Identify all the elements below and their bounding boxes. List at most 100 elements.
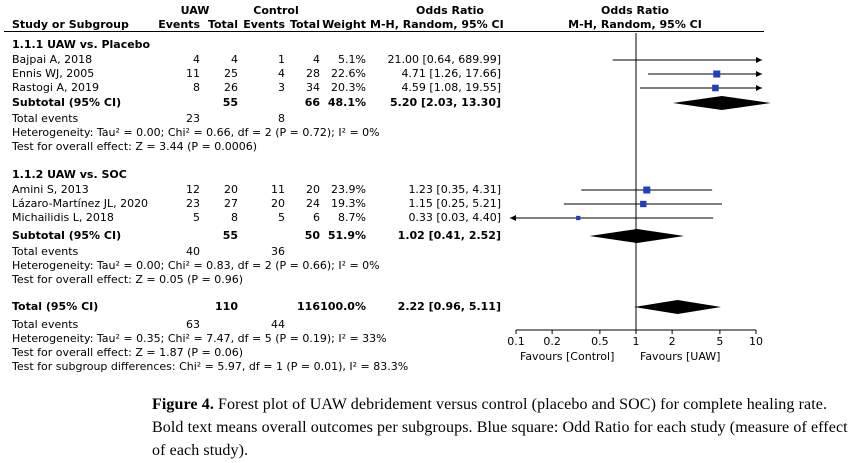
subgroup1-total-events2: 8	[278, 112, 285, 125]
total1-cell: 27	[224, 197, 238, 210]
ci-cell: 4.71 [1.26, 17.66]	[401, 67, 501, 80]
total2-cell: 28	[306, 67, 320, 80]
ci-cell: 1.23 [0.35, 4.31]	[408, 183, 501, 196]
method-header-right: M-H, Random, 95% CI	[568, 18, 702, 31]
total2-column-header: Total	[289, 18, 320, 31]
weight-column-header: Weight	[322, 18, 366, 31]
overall-ci: 2.22 [0.96, 5.11]	[397, 300, 501, 313]
x-axis-tick-label: 5	[716, 335, 723, 348]
study-odds-ratio-square	[640, 200, 647, 208]
favours-uaw-label: Favours [UAW]	[640, 350, 721, 363]
total1-cell: 4	[231, 53, 238, 66]
weight-cell: 19.3%	[331, 197, 366, 210]
events1-column-header: Events	[158, 18, 200, 31]
overall-label: Total (95% CI)	[12, 300, 99, 313]
subgroup2-total-events1: 40	[186, 245, 200, 258]
events1-cell: 5	[193, 211, 200, 224]
summary-diamond	[672, 96, 771, 110]
events2-cell: 1	[278, 53, 285, 66]
total1-column-header: Total	[207, 18, 238, 31]
events2-cell: 3	[278, 81, 285, 94]
ci-cell: 21.00 [0.64, 689.99]	[387, 53, 501, 66]
subgroup2-title: 1.1.2 UAW vs. SOC	[12, 168, 127, 181]
group2-header: Control	[253, 4, 299, 17]
study-column-header: Study or Subgroup	[12, 18, 129, 31]
subgroup1-subtotal-weight: 48.1%	[327, 96, 366, 109]
favours-control-label: Favours [Control]	[520, 350, 615, 363]
subgroup2-total-events-label: Total events	[12, 245, 79, 258]
total1-cell: 8	[231, 211, 238, 224]
total2-cell: 24	[306, 197, 320, 210]
events1-cell: 8	[193, 81, 200, 94]
forest-plot: 0.1 0.2 0.5 1 2 5 10	[507, 33, 771, 348]
events2-cell: 11	[271, 183, 285, 196]
subgroup1-subtotal-total1: 55	[222, 96, 238, 109]
total2-cell: 4	[313, 53, 320, 66]
events2-cell: 5	[278, 211, 285, 224]
weight-cell: 5.1%	[338, 53, 366, 66]
summary-diamond	[589, 229, 685, 243]
subgroup2-subtotal-ci: 1.02 [0.41, 2.52]	[397, 229, 501, 242]
subgroup-differences-test: Test for subgroup differences: Chi² = 5.…	[12, 360, 409, 373]
weight-cell: 20.3%	[331, 81, 366, 94]
weight-cell: 23.9%	[331, 183, 366, 196]
x-axis-tick-label: 1	[633, 335, 640, 348]
method-header-left: M-H, Random, 95% CI	[370, 18, 504, 31]
ci-cell: 1.15 [0.25, 5.21]	[408, 197, 501, 210]
caption-label: Figure 4.	[152, 396, 214, 413]
study-odds-ratio-square	[712, 84, 719, 92]
subgroup2-heterogeneity: Heterogeneity: Tau² = 0.00; Chi² = 0.83,…	[12, 259, 380, 272]
odds-ratio-header-left: Odds Ratio	[416, 4, 484, 17]
overall-total-events2: 44	[271, 318, 285, 331]
subgroup1-subtotal-total2: 66	[304, 96, 320, 109]
study-name: Lázaro-Martínez JL, 2020	[12, 197, 149, 210]
events2-cell: 20	[271, 197, 285, 210]
group1-header: UAW	[180, 4, 210, 17]
subgroup2-overall-effect: Test for overall effect: Z = 0.05 (P = 0…	[12, 273, 243, 286]
ci-arrow-right	[756, 85, 762, 91]
ci-arrow-right	[756, 57, 762, 63]
summary-diamond	[633, 300, 722, 314]
overall-heterogeneity: Heterogeneity: Tau² = 0.35; Chi² = 7.47,…	[12, 332, 387, 345]
subgroup1-subtotal-ci: 5.20 [2.03, 13.30]	[390, 96, 501, 109]
overall-weight: 100.0%	[320, 300, 366, 313]
caption-text: Forest plot of UAW debridement versus co…	[152, 396, 848, 459]
subgroup2-total-events2: 36	[271, 245, 285, 258]
subgroup1-total-events1: 23	[186, 112, 200, 125]
overall-total1: 110	[215, 300, 238, 313]
study-name: Rastogi A, 2019	[12, 81, 99, 94]
subgroup2-subtotal-weight: 51.9%	[327, 229, 366, 242]
total2-cell: 20	[306, 183, 320, 196]
events2-cell: 4	[278, 67, 285, 80]
subgroup1-overall-effect: Test for overall effect: Z = 3.44 (P = 0…	[12, 140, 257, 153]
weight-cell: 22.6%	[331, 67, 366, 80]
total1-cell: 26	[224, 81, 238, 94]
events1-cell: 12	[186, 183, 200, 196]
odds-ratio-header-right: Odds Ratio	[601, 4, 669, 17]
events1-cell: 23	[186, 197, 200, 210]
total2-cell: 34	[306, 81, 320, 94]
events1-cell: 4	[193, 53, 200, 66]
total1-cell: 25	[224, 67, 238, 80]
subgroup1-subtotal-label: Subtotal (95% CI)	[12, 96, 122, 109]
weight-cell: 8.7%	[338, 211, 366, 224]
subgroup2-subtotal-total2: 50	[304, 229, 320, 242]
ci-arrow-left	[510, 215, 516, 221]
events2-column-header: Events	[243, 18, 285, 31]
total2-cell: 6	[313, 211, 320, 224]
study-odds-ratio-square	[643, 186, 651, 194]
ci-cell: 0.33 [0.03, 4.40]	[408, 211, 501, 224]
overall-effect-test: Test for overall effect: Z = 1.87 (P = 0…	[12, 346, 243, 359]
header-divider	[4, 31, 764, 32]
overall-total2: 116	[297, 300, 320, 313]
overall-total-events-label: Total events	[12, 318, 79, 331]
x-axis-tick-label: 10	[749, 335, 763, 348]
subgroup2-subtotal-total1: 55	[222, 229, 238, 242]
events1-cell: 11	[186, 67, 200, 80]
figure-caption: Figure 4. Forest plot of UAW debridement…	[152, 393, 858, 462]
x-axis-tick-label: 0.1	[507, 335, 525, 348]
subgroup1-heterogeneity: Heterogeneity: Tau² = 0.00; Chi² = 0.66,…	[12, 126, 380, 139]
overall-total-events1: 63	[186, 318, 200, 331]
x-axis-tick-label: 2	[669, 335, 676, 348]
x-axis-tick-label: 0.5	[591, 335, 609, 348]
